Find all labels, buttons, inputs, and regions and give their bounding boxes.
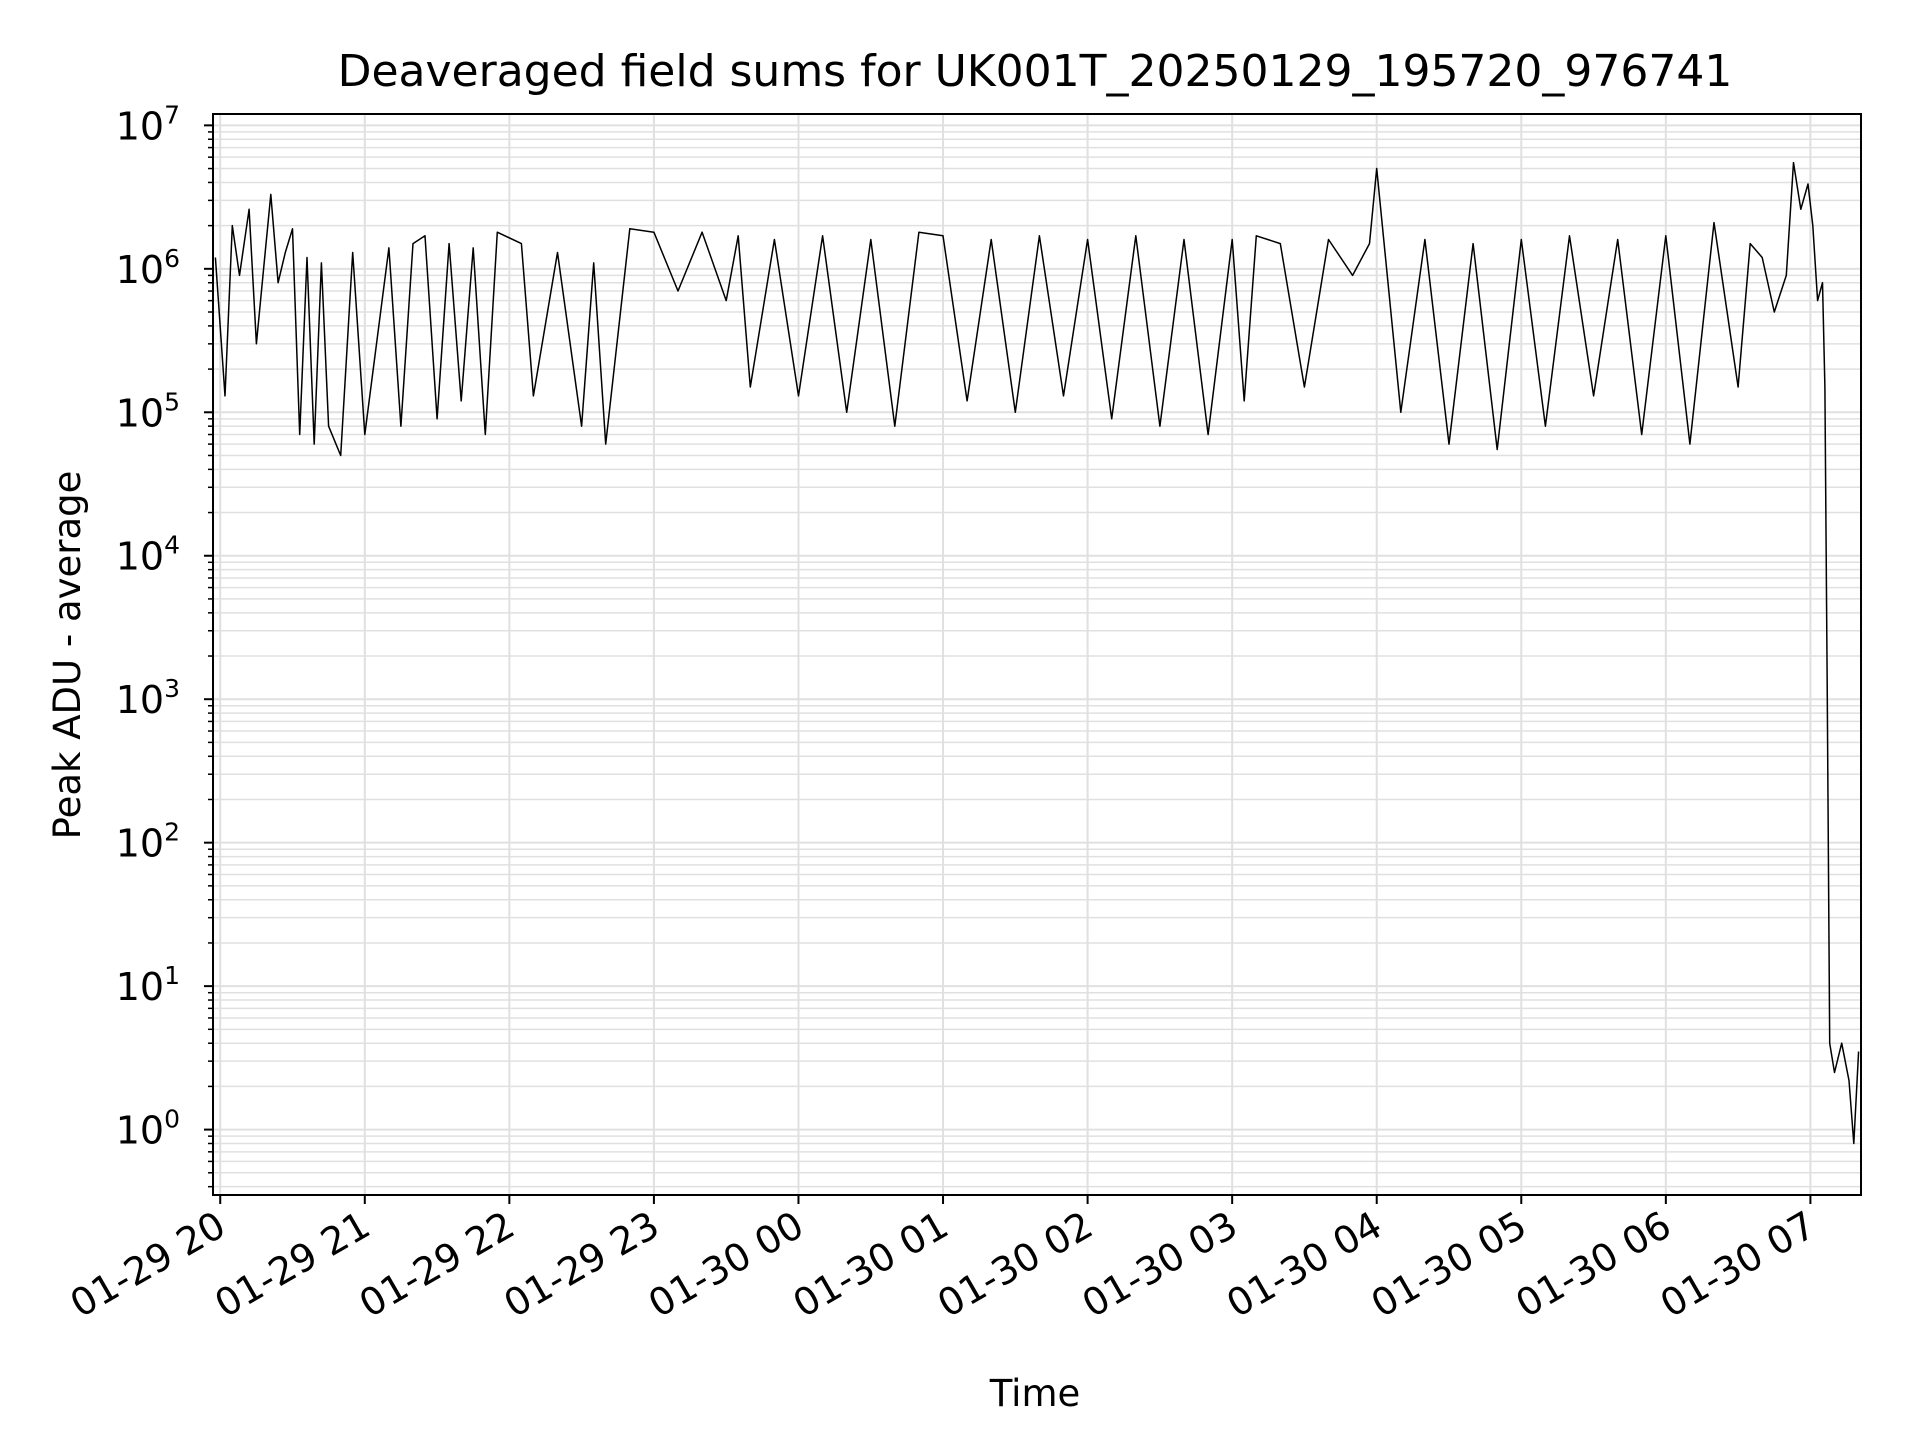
x-tick-label: 01-30 00 <box>641 1203 811 1327</box>
plot-area <box>212 113 1862 1196</box>
x-tick-label: 01-30 02 <box>930 1203 1100 1327</box>
y-tick-label: 107 <box>116 100 180 148</box>
y-tick-label: 106 <box>116 244 180 292</box>
y-axis-label: Peak ADU - average <box>46 471 89 840</box>
y-tick-label: 100 <box>116 1105 180 1153</box>
x-tick-label: 01-29 20 <box>63 1203 233 1327</box>
y-tick-label: 102 <box>116 818 180 866</box>
x-tick-label: 01-29 21 <box>207 1203 377 1327</box>
grid <box>213 114 1861 1195</box>
y-tick-label: 101 <box>116 961 180 1009</box>
y-tick-label: 105 <box>116 387 180 435</box>
x-axis-label: Time <box>989 1372 1081 1415</box>
chart-title: Deaveraged field sums for UK001T_2025012… <box>338 46 1733 97</box>
x-tick-label: 01-30 05 <box>1364 1203 1534 1327</box>
x-tick-label: 01-29 23 <box>496 1203 666 1327</box>
x-tick-label: 01-30 01 <box>786 1203 956 1327</box>
y-axis: 100 101 102 103 104 105 106 107 <box>116 100 213 1188</box>
series-group <box>214 161 1860 1145</box>
y-tick-label: 104 <box>116 531 180 579</box>
x-tick-label: 01-30 06 <box>1508 1203 1678 1327</box>
y-tick-label: 103 <box>116 674 180 722</box>
series-line <box>214 161 1860 1145</box>
x-tick-label: 01-30 03 <box>1075 1203 1245 1327</box>
x-tick-label: 01-30 07 <box>1653 1203 1823 1327</box>
x-tick-label: 01-30 04 <box>1219 1203 1389 1327</box>
x-tick-label: 01-29 22 <box>352 1203 522 1327</box>
